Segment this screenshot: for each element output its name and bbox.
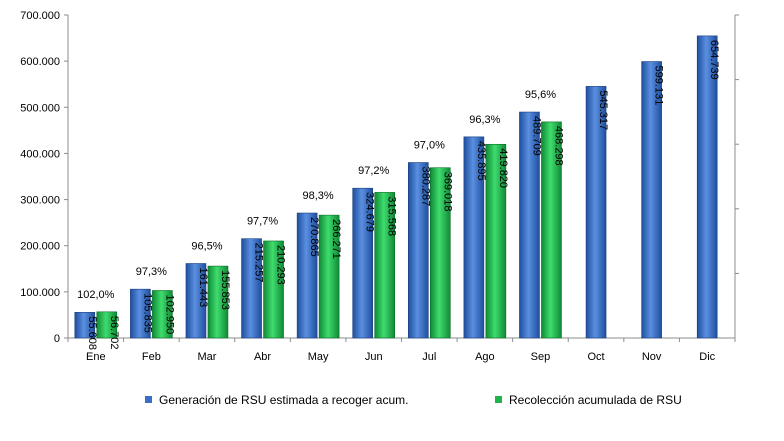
- bar-value-label: 155.853: [219, 270, 231, 310]
- y-tick-label: 400.000: [20, 148, 60, 160]
- bar-value-label: 324.679: [364, 192, 376, 232]
- bar-value-label: 599.131: [653, 66, 665, 106]
- legend-label-generacion: Generación de RSU estimada a recoger acu…: [159, 393, 408, 407]
- legend-label-recoleccion: Recolección acumulada de RSU: [509, 393, 682, 407]
- bar-recoleccion: [207, 265, 229, 339]
- x-tick-label: Sep: [531, 351, 551, 363]
- bar-generacion: [130, 288, 151, 339]
- bar-recoleccion: [485, 143, 507, 339]
- y-tick-label: 100.000: [20, 287, 60, 299]
- bar-generacion: [585, 86, 607, 339]
- bar-generacion: [519, 111, 540, 339]
- percent-label: 102,0%: [77, 289, 115, 301]
- bar-value-label: 435.895: [475, 141, 487, 181]
- bar-value-label: 654.739: [708, 40, 720, 80]
- bar-value-label: 55.608: [86, 316, 98, 350]
- percent-label: 97,3%: [136, 266, 167, 278]
- bar-value-label: 102.950: [163, 294, 175, 334]
- bar-value-label: 315.568: [386, 196, 398, 236]
- bar-recoleccion: [374, 192, 396, 339]
- x-tick-label: Jun: [365, 351, 383, 363]
- bar-recoleccion: [541, 121, 562, 339]
- bar-generacion: [185, 263, 207, 339]
- bar-generacion: [241, 238, 262, 339]
- y-tick-label: 200.000: [20, 241, 60, 253]
- bar-value-label: 161.443: [197, 268, 209, 308]
- y-tick-label: 700.000: [20, 10, 60, 22]
- x-tick-label: Feb: [142, 351, 161, 363]
- x-tick-label: Mar: [197, 351, 216, 363]
- percent-label: 97,7%: [247, 216, 278, 228]
- bar-value-label: 105.835: [141, 293, 153, 333]
- bar-value-label: 419.820: [497, 148, 509, 188]
- bar-generacion: [74, 312, 96, 339]
- percent-label: 96,5%: [191, 241, 222, 253]
- bar-value-label: 468.298: [552, 126, 564, 166]
- percent-label: 97,2%: [358, 165, 389, 177]
- bar-recoleccion: [263, 240, 284, 339]
- y-tick-label: 600.000: [20, 56, 60, 68]
- x-tick-label: Oct: [587, 351, 604, 363]
- x-tick-label: Jul: [422, 351, 436, 363]
- x-tick-label: Dic: [699, 351, 715, 363]
- percent-label: 95,6%: [525, 89, 556, 101]
- bar-recoleccion: [152, 290, 173, 339]
- x-tick-label: Abr: [254, 351, 271, 363]
- percent-label: 98,3%: [303, 190, 334, 202]
- bar-recoleccion: [318, 214, 340, 339]
- x-tick-label: Ago: [475, 351, 495, 363]
- bar-generacion: [296, 212, 318, 339]
- bar-recoleccion: [429, 167, 451, 339]
- bar-value-label: 266.271: [330, 219, 342, 259]
- x-tick-label: Nov: [642, 351, 662, 363]
- bar-value-label: 380.287: [419, 167, 431, 207]
- y-tick-label: 0: [54, 333, 60, 345]
- bar-value-label: 369.018: [441, 172, 453, 212]
- x-tick-label: Ene: [86, 351, 106, 363]
- y-tick-label: 300.000: [20, 195, 60, 207]
- bar-generacion: [641, 61, 662, 339]
- legend-swatch-recoleccion: [495, 396, 502, 403]
- y-tick-label: 500.000: [20, 102, 60, 114]
- bar-recoleccion: [96, 311, 118, 339]
- x-tick-label: May: [308, 351, 329, 363]
- percent-label: 97,0%: [414, 140, 445, 152]
- bar-value-label: 270.865: [308, 217, 320, 257]
- bar-generacion: [352, 187, 374, 339]
- legend-swatch-generacion: [145, 396, 152, 403]
- bar-generacion: [696, 35, 718, 339]
- bar-value-label: 545.317: [597, 90, 609, 130]
- bar-value-label: 56.702: [108, 316, 120, 350]
- percent-label: 96,3%: [469, 114, 500, 126]
- bar-value-label: 489.709: [530, 116, 542, 156]
- bar-value-label: 210.293: [275, 245, 287, 285]
- bar-generacion: [463, 136, 485, 339]
- bar-value-label: 215.257: [253, 243, 265, 283]
- bar-generacion: [407, 162, 429, 339]
